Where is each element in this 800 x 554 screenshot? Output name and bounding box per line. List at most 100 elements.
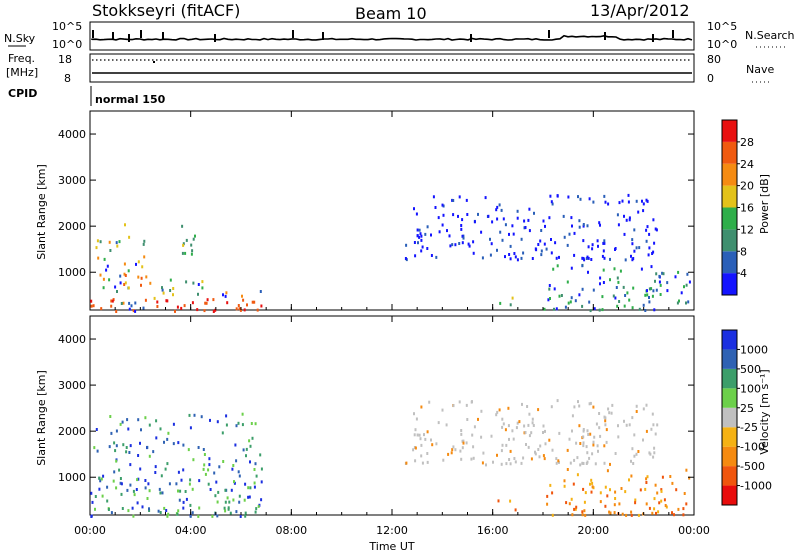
echo-cell [528,207,531,211]
echo-cell [100,477,103,481]
echo-cell [614,296,617,300]
echo-cell [139,441,141,445]
echo-cell [514,460,517,464]
echo-cell [191,511,194,515]
echo-cell [174,309,176,313]
echo-cell [103,257,106,261]
echo-cell [481,461,484,465]
echo-cell [244,514,247,518]
nsearch-spike [322,32,324,40]
echo-cell [248,439,251,443]
echo-cell [609,488,611,492]
echo-cell [129,444,132,448]
echo-cell [167,431,170,435]
echo-cell [630,474,633,478]
x-tick-label: 00:00 [678,524,710,537]
echo-cell [115,459,118,463]
echo-cell [653,308,656,312]
echo-cell [520,237,523,241]
nave-label: Nave [746,63,774,76]
echo-cell [635,246,638,250]
velocity-panel-frame [89,315,695,516]
echo-cell [485,463,487,467]
colorbar-tick-label: 12 [740,223,754,236]
echo-cell [631,238,634,242]
echo-cell [221,431,224,435]
echo-cell [589,482,591,486]
echo-cell [547,298,550,302]
echo-cell [124,281,127,285]
echo-cell [606,469,609,473]
echo-cell [260,304,263,308]
echo-cell [458,195,461,199]
echo-cell [654,432,657,436]
echo-cell [569,300,572,304]
echo-cell [652,250,655,254]
echo-cell [613,511,616,515]
nsearch-spike [92,30,94,38]
echo-cell [215,480,218,484]
echo-cell [571,224,573,228]
echo-cell [90,514,93,518]
echo-cell [587,245,590,249]
echo-cell [418,433,421,437]
echo-cell [622,285,625,289]
echo-cell [216,500,219,504]
echo-cell [182,243,185,247]
echo-cell [556,399,559,403]
colorbar-segment [722,120,737,142]
x-tick-label: 08:00 [275,524,307,537]
echo-cell [96,449,99,453]
echo-cell [648,232,651,236]
echo-cell [452,445,455,449]
echo-cell [651,294,654,298]
echo-cell [654,483,657,487]
echo-cell [250,422,253,425]
echo-cell [184,490,187,493]
echo-cell [120,482,123,486]
echo-cell [653,241,656,245]
echo-cell [562,214,565,218]
y-tick-label: 3000 [58,379,86,392]
echo-cell [144,479,147,482]
echo-cell [115,486,118,490]
echo-cell [685,502,688,506]
echo-cell [144,298,147,302]
echo-cell [554,241,557,245]
echo-cell [566,468,569,471]
echo-cell [115,444,118,448]
echo-cell [245,454,247,458]
echo-cell [233,481,236,485]
echo-cell [530,457,533,461]
echo-cell [498,203,501,207]
echo-cell [437,216,440,220]
noise-left-top: 10^5 [52,20,82,33]
echo-cell [114,449,117,453]
echo-cell [624,490,627,494]
echo-cell [599,434,602,438]
echo-cell [645,481,648,484]
echo-cell [183,304,186,308]
echo-cell [578,293,581,297]
echo-cell [209,418,211,422]
echo-cell [189,514,192,518]
colorbar-tick-label: 28 [740,136,754,149]
echo-cell [596,444,599,448]
nsearch-spike [604,32,606,40]
echo-cell [568,502,571,506]
echo-cell [192,458,195,462]
echo-cell [555,461,558,465]
echo-cell [647,253,650,257]
echo-cell [164,467,167,471]
echo-cell [642,202,645,206]
echo-cell [655,272,658,276]
echo-cell [522,456,525,460]
echo-cell [127,427,130,431]
echo-cell [625,513,628,517]
echo-cell [601,308,604,312]
echo-cell [135,488,138,491]
echo-cell [550,238,552,241]
echo-cell [413,412,415,416]
echo-cell [451,243,454,247]
echo-cell [404,257,407,260]
